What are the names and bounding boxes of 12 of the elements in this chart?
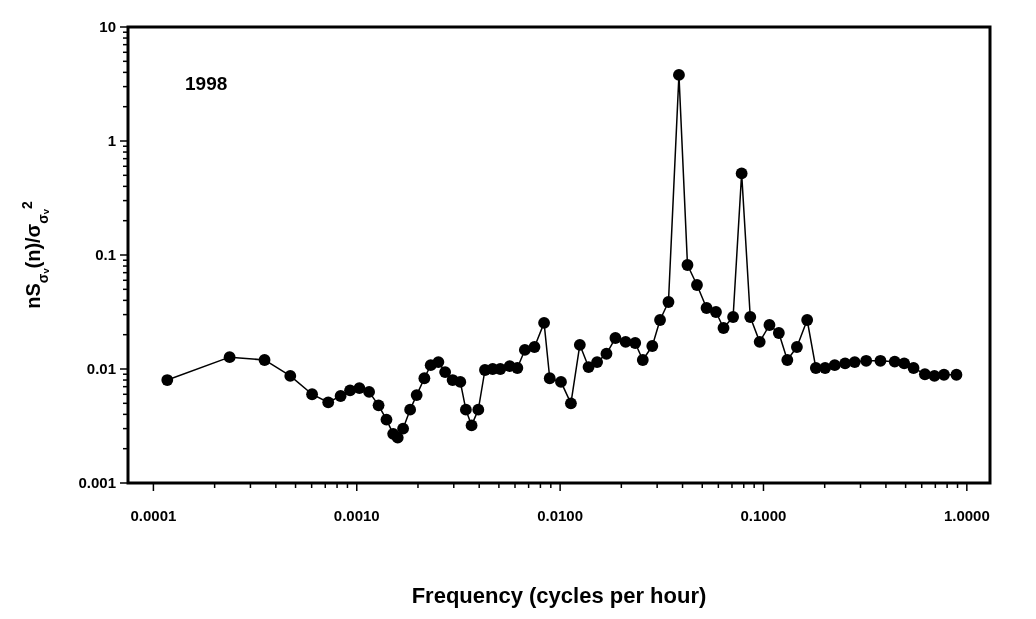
y-tick-label: 0.1 bbox=[95, 246, 116, 264]
annotation: 1998 bbox=[185, 73, 228, 94]
x-tick-label: 1.0000 bbox=[943, 507, 990, 524]
x-tick-label: 0.0001 bbox=[130, 507, 177, 524]
x-tick-label: 0.0010 bbox=[333, 507, 380, 524]
y-tick-label: 10 bbox=[99, 18, 116, 36]
x-tick-label: 0.1000 bbox=[740, 507, 787, 524]
x-tick-label: 0.0100 bbox=[537, 507, 584, 524]
y-tick-label: 0.001 bbox=[78, 474, 116, 492]
y-tick-label: 1 bbox=[107, 132, 116, 150]
y-tick-label: 0.01 bbox=[86, 360, 116, 378]
x-axis-title: Frequency (cycles per hour) bbox=[411, 583, 707, 608]
